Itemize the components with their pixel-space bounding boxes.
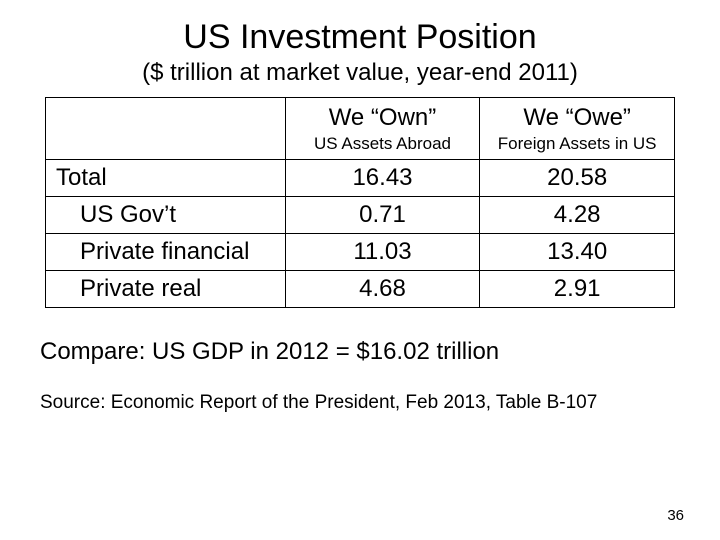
slide-container: US Investment Position ($ trillion at ma…	[0, 0, 720, 414]
header-empty-cell	[46, 98, 286, 160]
cell-owe: 4.28	[480, 197, 675, 234]
cell-owe: 2.91	[480, 271, 675, 308]
header-owe: We “Owe” Foreign Assets in US	[480, 98, 675, 160]
table-row: Private real 4.68 2.91	[46, 271, 675, 308]
header-own: We “Own” US Assets Abroad	[285, 98, 480, 160]
header-own-main: We “Own”	[296, 102, 470, 133]
cell-owe: 20.58	[480, 160, 675, 197]
table-header-row: We “Own” US Assets Abroad We “Owe” Forei…	[46, 98, 675, 160]
slide-subtitle: ($ trillion at market value, year-end 20…	[40, 59, 680, 87]
table-row: US Gov’t 0.71 4.28	[46, 197, 675, 234]
cell-own: 11.03	[285, 234, 480, 271]
cell-owe: 13.40	[480, 234, 675, 271]
row-label: Private real	[46, 271, 286, 308]
compare-text: Compare: US GDP in 2012 = $16.02 trillio…	[40, 338, 680, 366]
cell-own: 0.71	[285, 197, 480, 234]
cell-own: 4.68	[285, 271, 480, 308]
header-own-sub: US Assets Abroad	[296, 133, 470, 155]
table-row: Private financial 11.03 13.40	[46, 234, 675, 271]
slide-title: US Investment Position	[40, 18, 680, 57]
row-label: Total	[46, 160, 286, 197]
cell-own: 16.43	[285, 160, 480, 197]
row-label: Private financial	[46, 234, 286, 271]
header-owe-main: We “Owe”	[490, 102, 664, 133]
investment-table: We “Own” US Assets Abroad We “Owe” Forei…	[45, 97, 675, 308]
row-label: US Gov’t	[46, 197, 286, 234]
page-number: 36	[667, 507, 684, 524]
table-row: Total 16.43 20.58	[46, 160, 675, 197]
source-text: Source: Economic Report of the President…	[40, 392, 680, 414]
header-owe-sub: Foreign Assets in US	[490, 133, 664, 155]
